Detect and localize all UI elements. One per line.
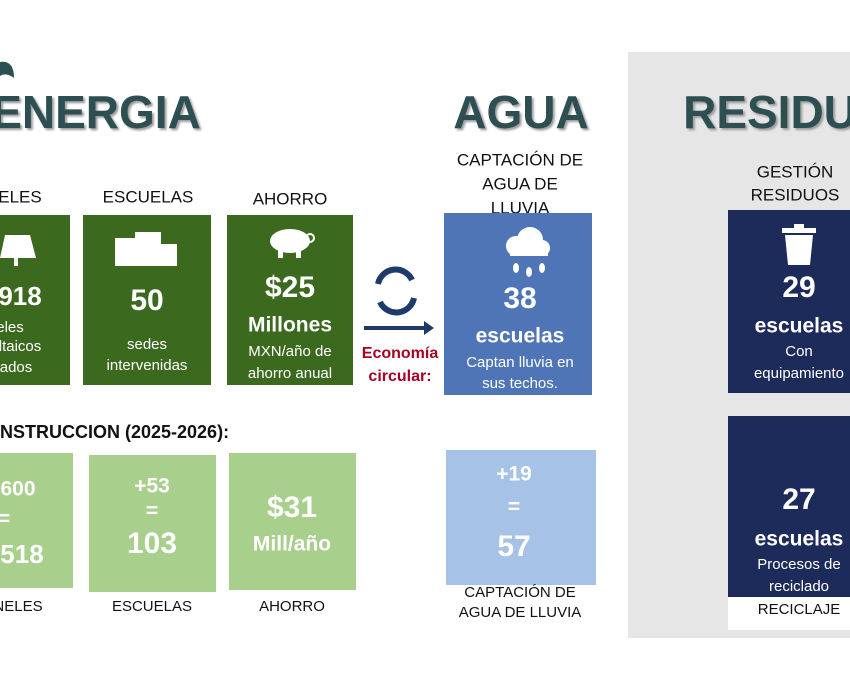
card [446,450,596,585]
card-text: ados [0,359,32,376]
label-bg [728,597,850,630]
card-text: = [508,496,520,519]
card-text: Con [785,343,813,360]
label: ESCUELAS [103,187,194,206]
label: LLUVIA [491,198,550,217]
card-text: Captan lluvia en [466,354,574,371]
section-title: NSTRUCCION (2025-2026): [0,422,229,442]
card [229,453,356,590]
solar-icon [0,235,36,266]
logo-fragment [0,61,14,78]
label: RECICLAJE [758,601,841,618]
card-value: 918 [0,281,42,311]
circular-text: Economía [362,345,439,362]
card-unit: escuelas [476,325,565,348]
card-text: eles [0,319,24,336]
card-value: 50 [130,284,163,317]
trash-icon [782,224,816,265]
label: CAPTACIÓN DE [457,150,583,169]
card-value: $25 [265,271,315,304]
card-text: +53 [134,475,170,498]
card-text: ltaicos [0,338,41,355]
card-unit: Millones [248,314,332,337]
label: NELES [0,598,43,615]
card-text: = [146,500,158,523]
school-icon [115,232,177,266]
card-text: sedes [127,336,167,353]
card [0,453,73,588]
label: CAPTACIÓN DE [464,584,575,601]
card-text: Mill/año [253,533,331,556]
label: AHORRO [259,598,325,615]
card-text: equipamiento [754,365,844,382]
card-text: = [0,508,10,531]
card-value: 27 [782,483,815,516]
label: RESIDUOS [751,185,840,204]
arrow-head [424,321,434,335]
card-text: ahorro anual [248,365,332,382]
piggy-icon [270,229,315,258]
label: GESTIÓN [757,162,834,181]
card-text: 103 [127,527,177,560]
label: ELES [0,187,42,206]
title: RESIDU [683,86,850,138]
card-value: 29 [782,271,815,304]
card-value: 38 [503,282,536,315]
card-unit: escuelas [755,315,844,338]
title: ENERGIA [0,86,201,138]
card [89,455,216,592]
card-text: sus techos. [482,375,558,392]
card-text: MXN/año de [248,343,331,360]
label: ESCUELAS [112,598,192,615]
card-text: intervenidas [107,357,188,374]
circular-text: circular: [368,368,431,385]
card-text: $31 [267,491,317,524]
title: AGUA [453,86,588,138]
rain-icon [506,227,550,277]
card-text: reciclado [769,578,829,595]
cycle-icon [375,266,417,316]
label: AGUA DE [482,174,558,193]
card-text: Procesos de [757,556,840,573]
label: AGUA DE LLUVIA [459,604,582,621]
card-text: 600 [0,478,35,501]
card [728,416,850,597]
card-unit: escuelas [755,528,844,551]
card-text: 518 [0,539,43,569]
label: AHORRO [253,189,328,208]
card-text: +19 [496,463,532,486]
card-text: 57 [497,530,530,563]
